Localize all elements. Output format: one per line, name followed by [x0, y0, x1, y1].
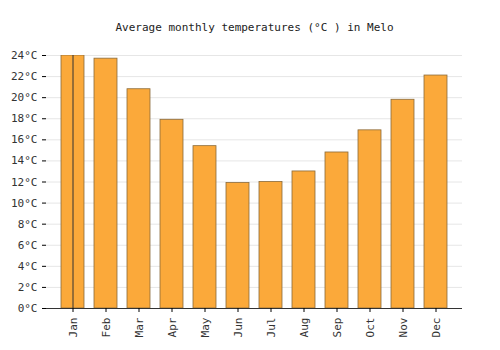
svg-text:10°C: 10°C — [11, 197, 38, 210]
svg-text:22°C: 22°C — [11, 70, 38, 83]
svg-text:Mar: Mar — [133, 317, 146, 337]
svg-text:24°C: 24°C — [11, 49, 38, 62]
svg-text:16°C: 16°C — [11, 133, 38, 146]
svg-text:Oct: Oct — [364, 318, 377, 338]
svg-text:Average monthly temperatures (: Average monthly temperatures (°C ) in Me… — [115, 21, 393, 34]
svg-text:6°C: 6°C — [18, 239, 38, 252]
svg-text:Jul: Jul — [265, 318, 278, 338]
svg-text:Aug: Aug — [298, 318, 311, 338]
svg-text:12°C: 12°C — [11, 176, 38, 189]
svg-text:Jan: Jan — [67, 318, 80, 338]
svg-text:Nov: Nov — [397, 317, 410, 337]
svg-text:Dec: Dec — [430, 318, 443, 338]
svg-text:0°C: 0°C — [18, 302, 38, 315]
svg-text:Sep: Sep — [331, 318, 344, 338]
svg-text:2°C: 2°C — [18, 281, 38, 294]
svg-text:18°C: 18°C — [11, 112, 38, 125]
svg-text:8°C: 8°C — [18, 218, 38, 231]
svg-text:May: May — [199, 317, 212, 337]
svg-text:20°C: 20°C — [11, 91, 38, 104]
svg-text:Apr: Apr — [166, 317, 179, 337]
svg-text:Jun: Jun — [232, 318, 245, 338]
svg-text:14°C: 14°C — [11, 154, 38, 167]
svg-text:Feb: Feb — [100, 318, 113, 338]
svg-text:4°C: 4°C — [18, 260, 38, 273]
